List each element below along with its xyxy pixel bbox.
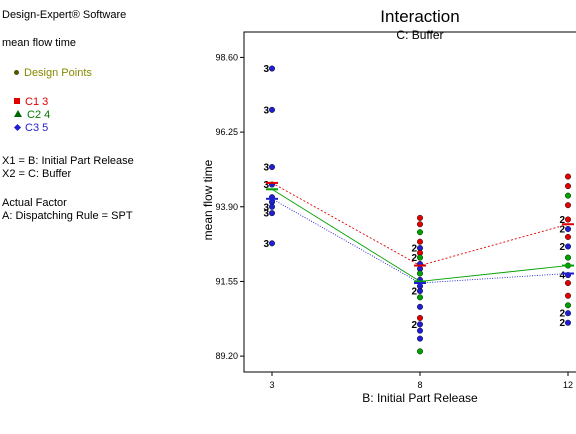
design-point — [565, 216, 572, 223]
design-point-count-label: 2 — [411, 253, 417, 264]
design-point-count-label: 2 — [411, 320, 417, 331]
software-name: Design-Expert® Software — [2, 9, 127, 21]
design-point-marker-icon — [14, 70, 19, 75]
design-point-count-label: 2 — [559, 215, 565, 226]
design-point — [565, 183, 572, 190]
legend-item-c2: C2 4 — [14, 108, 50, 122]
design-point — [565, 233, 572, 240]
design-point-count-label: 3 — [263, 209, 269, 220]
y-tick-label: 98.60 — [215, 52, 238, 62]
design-point — [565, 254, 572, 261]
design-point — [269, 203, 276, 210]
design-points-label: Design Points — [24, 67, 92, 79]
design-point — [565, 173, 572, 180]
design-point-count-label: 2 — [559, 309, 565, 320]
design-point-count-label: 2 — [411, 286, 417, 297]
design-point — [269, 210, 276, 217]
factor-x2: X2 = C: Buffer — [2, 168, 72, 180]
design-point — [417, 270, 424, 277]
design-point — [417, 321, 424, 328]
design-point-count-label: 2 — [559, 225, 565, 236]
design-point — [565, 202, 572, 209]
y-tick-label: 93.90 — [215, 202, 238, 212]
design-point — [417, 314, 424, 321]
design-point — [565, 310, 572, 317]
design-point — [269, 65, 276, 72]
x-tick-label: 12 — [563, 380, 573, 390]
design-point-count-label: 3 — [263, 202, 269, 213]
design-point — [269, 240, 276, 247]
triangle-marker-icon — [14, 110, 22, 117]
design-point — [565, 226, 572, 233]
design-point-count-label: 3 — [263, 180, 269, 191]
design-point — [417, 287, 424, 294]
legend-item-c3: C3 5 — [13, 121, 49, 135]
design-point — [417, 214, 424, 221]
design-point — [565, 319, 572, 326]
design-point — [565, 243, 572, 250]
design-point — [269, 106, 276, 113]
legend-label-c2: C2 4 — [27, 109, 51, 121]
design-point — [565, 292, 572, 299]
design-point — [417, 335, 424, 342]
chart-subtitle: C: Buffer — [396, 28, 443, 42]
design-point — [565, 302, 572, 309]
y-tick-label: 89.20 — [215, 351, 238, 361]
design-point — [417, 327, 424, 334]
design-point — [417, 229, 424, 236]
legend-item-c1: C1 3 — [14, 95, 48, 109]
design-point — [417, 238, 424, 245]
design-point — [417, 254, 424, 261]
x-axis-label: B: Initial Part Release — [362, 391, 478, 405]
design-point — [565, 192, 572, 199]
plot-frame — [243, 31, 576, 373]
legend-label-c3: C3 5 — [25, 122, 49, 134]
design-points-legend: Design Points — [14, 66, 92, 80]
y-axis-label: mean flow time — [201, 159, 215, 240]
x-tick-label: 3 — [269, 380, 274, 390]
actual-factor-heading: Actual Factor — [2, 197, 67, 209]
actual-factor-value: A: Dispatching Rule = SPT — [2, 210, 133, 222]
chart-title: Interaction — [380, 7, 459, 26]
x-tick-label: 8 — [417, 380, 422, 390]
design-point — [565, 280, 572, 287]
design-point — [417, 303, 424, 310]
factor-x1: X1 = B: Initial Part Release — [2, 155, 134, 167]
design-point-count-label: 4 — [559, 271, 565, 282]
design-point-count-label: 3 — [263, 105, 269, 116]
design-point-count-label: 3 — [263, 64, 269, 75]
design-point — [417, 221, 424, 228]
y-tick-label: 96.25 — [215, 127, 238, 137]
legend-label-c1: C1 3 — [25, 96, 49, 108]
response-name: mean flow time — [2, 37, 76, 49]
design-point — [417, 294, 424, 301]
design-point-count-label: 2 — [559, 242, 565, 253]
y-tick-label: 91.55 — [215, 276, 238, 286]
square-marker-icon — [14, 98, 20, 104]
design-point-count-label: 2 — [411, 244, 417, 255]
design-point — [417, 348, 424, 355]
design-point-count-label: 2 — [559, 318, 565, 329]
design-point — [269, 164, 276, 171]
design-point-count-label: 3 — [263, 163, 269, 174]
design-point-count-label: 3 — [263, 239, 269, 250]
